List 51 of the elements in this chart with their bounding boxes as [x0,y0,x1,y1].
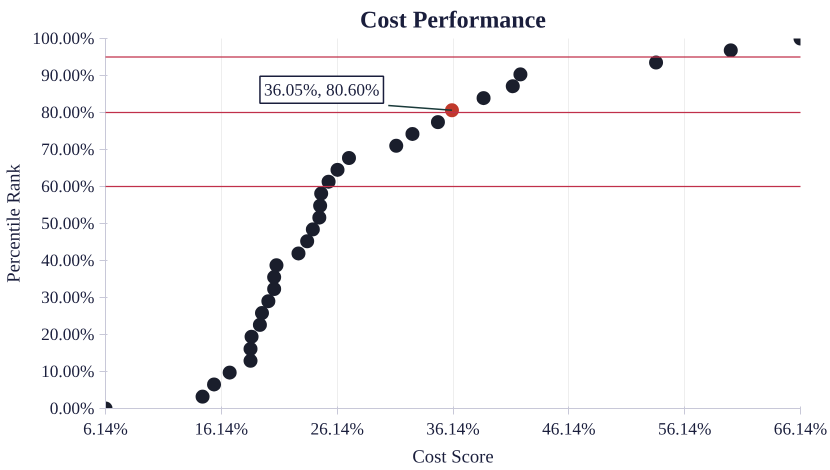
y-tick-label: 10.00% [41,362,95,381]
point [476,91,491,106]
annotation: 36.05%, 80.60% [264,80,380,100]
point [222,366,237,380]
chart-title: Cost Performance [360,8,546,34]
y-tick-label: 30.00% [41,288,95,307]
point [269,258,284,272]
point [267,270,282,284]
y-tick-label: 100.00% [32,29,95,48]
point [267,282,282,296]
x-tick-label: 46.14% [542,420,596,438]
point [513,67,528,82]
y-tick-label: 20.00% [41,325,95,344]
y-tick-label: 50.00% [41,214,95,233]
point [389,138,404,153]
point [196,390,210,404]
x-tick-label: 26.14% [310,420,364,438]
x-axis-title: Cost Score [412,446,494,468]
point [306,222,320,236]
point [405,126,420,141]
point [300,234,314,248]
point [313,198,328,213]
y-tick-label: 80.00% [41,103,95,122]
point [312,210,326,225]
point [244,330,259,344]
y-tick-label: 60.00% [41,177,95,196]
x-tick-label: 6.14% [83,420,128,438]
y-tick-label: 70.00% [41,140,95,159]
point [430,115,445,130]
point [506,79,520,94]
point [724,43,738,58]
x-tick-label: 36.14% [426,420,480,438]
point [649,56,664,70]
point [261,294,276,308]
y-tick-label: 0.00% [50,399,95,418]
point [322,174,336,189]
point [244,354,258,368]
point [207,377,222,392]
point [254,306,269,320]
x-tick-label: 66.14% [774,420,828,438]
point [244,342,258,356]
point [330,162,345,177]
point [342,151,356,165]
y-tick-label: 40.00% [41,251,95,270]
x-tick-label: 56.14% [658,420,712,438]
x-tick-label: 16.14% [194,420,248,438]
point [252,318,267,332]
point [291,246,306,260]
point [314,186,328,201]
y-tick-label: 90.00% [41,66,95,85]
y-axis-title: Percentile Rank [3,164,24,283]
